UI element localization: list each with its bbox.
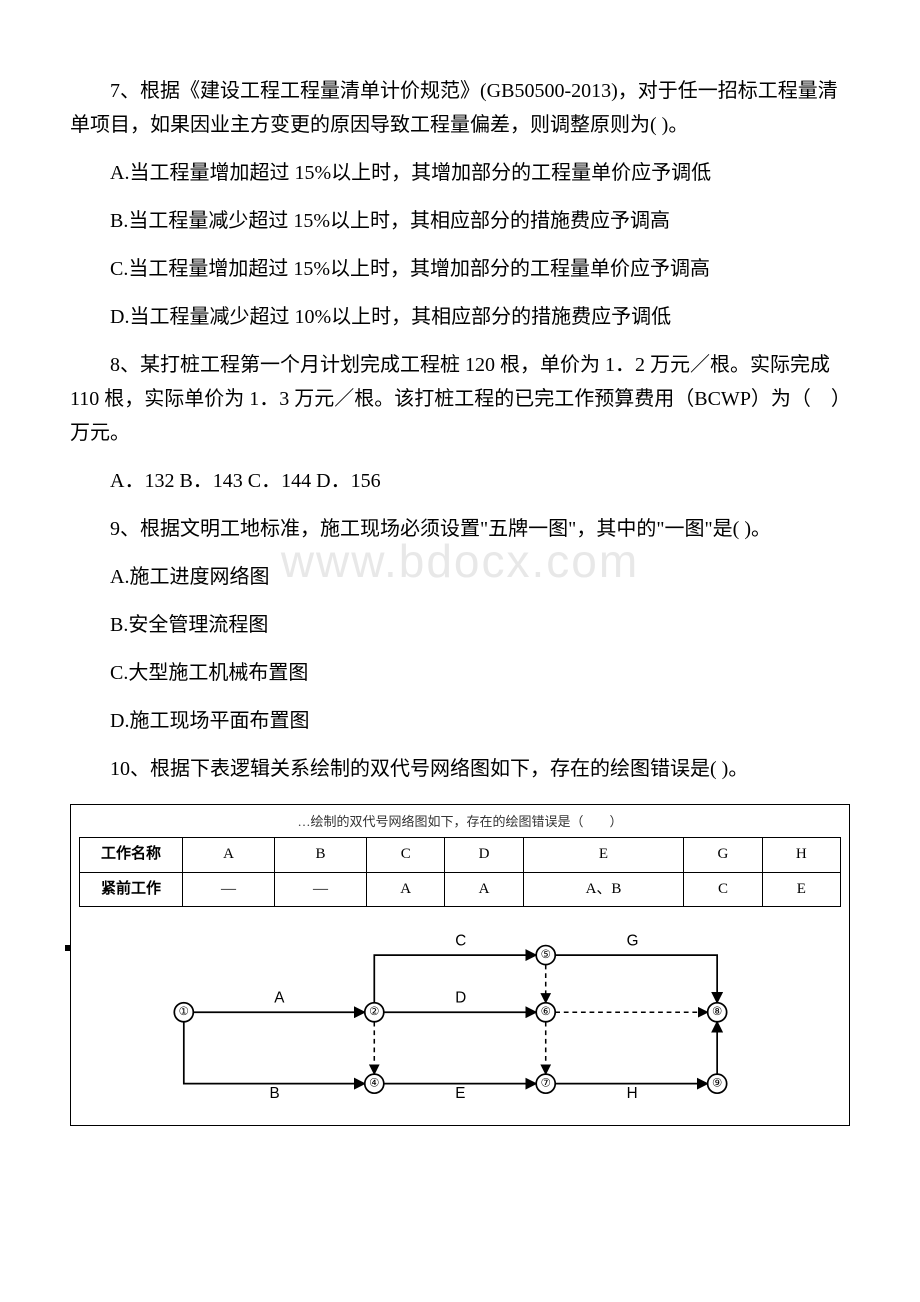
table-row: 紧前工作 — — A A A、B C E — [80, 872, 841, 907]
svg-text:E: E — [455, 1085, 465, 1102]
table-cell: A、B — [523, 872, 684, 907]
svg-text:④: ④ — [369, 1078, 379, 1090]
q7-opt-c: C.当工程量增加超过 15%以上时，其增加部分的工程量单价应予调高 — [70, 252, 850, 286]
q10-stem: 10、根据下表逻辑关系绘制的双代号网络图如下，存在的绘图错误是( )。 — [70, 752, 850, 786]
table-cell: A — [445, 872, 523, 907]
figure-caption-fragment: …绘制的双代号网络图如下，存在的绘图错误是（ ） — [79, 811, 841, 833]
network-svg: ① ② ④ ⑤ ⑥ ⑦ ⑧ ⑨ A B C D E G H — [79, 917, 841, 1117]
row1-label: 工作名称 — [80, 838, 183, 873]
q10-figure: …绘制的双代号网络图如下，存在的绘图错误是（ ） 工作名称 A B C D E … — [70, 804, 850, 1126]
q9-opt-c: C.大型施工机械布置图 — [70, 656, 850, 690]
svg-text:D: D — [455, 990, 466, 1007]
q8-stem: 8、某打桩工程第一个月计划完成工程桩 120 根，单价为 1．2 万元／根。实际… — [70, 348, 850, 450]
svg-text:⑧: ⑧ — [712, 1006, 722, 1018]
table-cell: E — [762, 872, 840, 907]
svg-text:B: B — [270, 1085, 280, 1102]
table-cell: — — [183, 872, 275, 907]
q7-opt-d: D.当工程量减少超过 10%以上时，其相应部分的措施费应予调低 — [70, 300, 850, 334]
q8-opts: A．132 B．143 C．144 D．156 — [70, 464, 850, 498]
table-row: 工作名称 A B C D E G H — [80, 838, 841, 873]
q9-stem: 9、根据文明工地标准，施工现场必须设置"五牌一图"，其中的"一图"是( )。 — [70, 512, 850, 546]
q9-opt-a: A.施工进度网络图 — [70, 560, 850, 594]
svg-text:⑨: ⑨ — [712, 1078, 722, 1090]
svg-text:G: G — [627, 933, 639, 950]
svg-text:C: C — [455, 933, 466, 950]
row2-label: 紧前工作 — [80, 872, 183, 907]
q9-opt-d: D.施工现场平面布置图 — [70, 704, 850, 738]
q7-opt-b: B.当工程量减少超过 15%以上时，其相应部分的措施费应予调高 — [70, 204, 850, 238]
dependency-table: 工作名称 A B C D E G H 紧前工作 — — A A A、B C E — [79, 837, 841, 907]
svg-text:①: ① — [179, 1006, 189, 1018]
table-cell: A — [367, 872, 445, 907]
table-cell: A — [183, 838, 275, 873]
network-diagram: ① ② ④ ⑤ ⑥ ⑦ ⑧ ⑨ A B C D E G H — [79, 917, 841, 1117]
q9-opt-b: B.安全管理流程图 — [70, 608, 850, 642]
figure-left-tick — [65, 945, 70, 951]
q7-opt-a: A.当工程量增加超过 15%以上时，其增加部分的工程量单价应予调低 — [70, 156, 850, 190]
table-cell: G — [684, 838, 762, 873]
table-cell: C — [367, 838, 445, 873]
svg-text:⑥: ⑥ — [541, 1006, 551, 1018]
table-cell: — — [275, 872, 367, 907]
table-cell: H — [762, 838, 840, 873]
svg-text:②: ② — [369, 1006, 379, 1018]
svg-text:⑦: ⑦ — [541, 1078, 551, 1090]
svg-text:⑤: ⑤ — [541, 949, 551, 961]
table-cell: C — [684, 872, 762, 907]
svg-text:H: H — [627, 1085, 638, 1102]
table-cell: E — [523, 838, 684, 873]
svg-text:A: A — [274, 990, 285, 1007]
q7-stem: 7、根据《建设工程工程量清单计价规范》(GB50500-2013)，对于任一招标… — [70, 74, 850, 142]
table-cell: B — [275, 838, 367, 873]
table-cell: D — [445, 838, 523, 873]
